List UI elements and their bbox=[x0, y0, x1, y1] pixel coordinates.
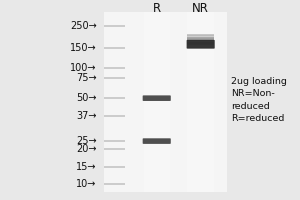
Bar bbox=[188, 47, 214, 48]
Bar bbox=[104, 12, 227, 192]
Bar bbox=[104, 115, 124, 117]
Bar bbox=[104, 183, 124, 185]
Bar bbox=[188, 45, 214, 46]
Bar bbox=[104, 97, 124, 99]
Text: 20→: 20→ bbox=[76, 144, 97, 154]
Text: R: R bbox=[153, 2, 161, 15]
Bar bbox=[188, 40, 214, 41]
Text: 2ug loading
NR=Non-
reduced
R=reduced: 2ug loading NR=Non- reduced R=reduced bbox=[231, 77, 287, 123]
Bar bbox=[104, 148, 124, 150]
Text: 50→: 50→ bbox=[76, 93, 97, 103]
Bar bbox=[188, 46, 214, 47]
Text: 100→: 100→ bbox=[70, 63, 97, 73]
Bar bbox=[188, 42, 214, 43]
FancyBboxPatch shape bbox=[143, 95, 171, 101]
Bar bbox=[188, 43, 214, 44]
Bar bbox=[188, 47, 214, 48]
Text: 150→: 150→ bbox=[70, 43, 97, 53]
Bar bbox=[188, 36, 214, 37]
Bar bbox=[188, 39, 214, 40]
Text: 37→: 37→ bbox=[76, 111, 97, 121]
Bar bbox=[188, 38, 214, 39]
FancyBboxPatch shape bbox=[187, 40, 215, 49]
Text: 10→: 10→ bbox=[76, 179, 97, 189]
Bar bbox=[104, 140, 124, 142]
Bar bbox=[188, 35, 214, 36]
Text: NR: NR bbox=[192, 2, 209, 15]
Bar bbox=[188, 34, 214, 35]
Bar bbox=[104, 25, 124, 27]
Bar bbox=[188, 12, 214, 192]
Bar bbox=[143, 12, 170, 192]
Bar bbox=[188, 39, 214, 40]
Bar bbox=[188, 44, 214, 45]
Bar bbox=[188, 37, 214, 38]
Bar bbox=[188, 44, 214, 45]
Bar bbox=[188, 34, 214, 35]
Text: 15→: 15→ bbox=[76, 162, 97, 172]
Bar bbox=[188, 42, 214, 43]
Bar bbox=[188, 38, 214, 39]
Bar bbox=[104, 77, 124, 79]
Bar bbox=[104, 67, 124, 69]
Bar bbox=[188, 40, 214, 41]
Bar bbox=[104, 166, 124, 168]
Bar bbox=[188, 35, 214, 36]
Bar bbox=[188, 37, 214, 38]
Text: 75→: 75→ bbox=[76, 73, 97, 83]
Bar bbox=[104, 47, 124, 49]
Text: 250→: 250→ bbox=[70, 21, 97, 31]
Text: 25→: 25→ bbox=[76, 136, 97, 146]
FancyBboxPatch shape bbox=[143, 138, 171, 144]
Bar bbox=[188, 41, 214, 42]
Bar bbox=[188, 43, 214, 44]
